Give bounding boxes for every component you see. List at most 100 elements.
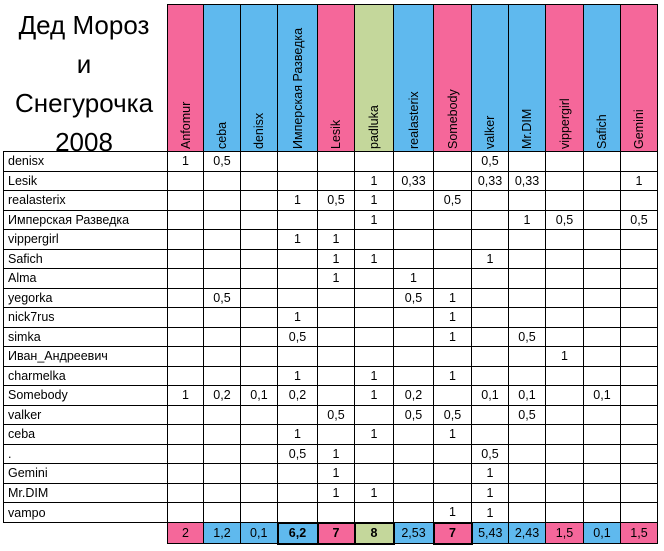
vote-cell: 0,1 bbox=[240, 385, 278, 406]
vote-cell bbox=[277, 151, 318, 172]
vote-cell bbox=[167, 443, 204, 464]
vote-cell bbox=[508, 424, 546, 445]
vote-cell bbox=[433, 268, 472, 289]
vote-cell bbox=[583, 346, 621, 367]
vote-cell bbox=[317, 287, 355, 308]
column-header-label: padluka bbox=[367, 105, 381, 149]
vote-cell bbox=[277, 482, 318, 503]
table-row: nick7rus 1 1 bbox=[3, 307, 658, 328]
vote-cell bbox=[471, 365, 509, 386]
vote-cell: 1 bbox=[433, 326, 472, 347]
vote-cell bbox=[354, 443, 394, 464]
column-header: valker bbox=[471, 4, 509, 152]
column-header: ceba bbox=[203, 4, 241, 152]
vote-cell bbox=[167, 209, 204, 230]
vote-cell bbox=[583, 190, 621, 211]
vote-cell: 1 bbox=[508, 209, 546, 230]
vote-cell bbox=[393, 307, 434, 328]
vote-cell: 1 bbox=[354, 482, 394, 503]
vote-cell bbox=[393, 482, 434, 503]
vote-cell bbox=[583, 229, 621, 250]
vote-cell: 1 bbox=[277, 424, 318, 445]
vote-cell bbox=[508, 443, 546, 464]
vote-cell bbox=[620, 424, 658, 445]
row-name: Иван_Андреевич bbox=[3, 346, 168, 367]
vote-cell bbox=[620, 443, 658, 464]
vote-cell bbox=[277, 287, 318, 308]
vote-cell bbox=[240, 443, 278, 464]
vote-cell bbox=[240, 190, 278, 211]
vote-cell bbox=[545, 326, 584, 347]
column-header-label: Anfomur bbox=[178, 101, 193, 149]
vote-cell: 0,5 bbox=[203, 287, 241, 308]
vote-cell bbox=[203, 365, 241, 386]
column-header-label: Lesik bbox=[329, 119, 343, 149]
row-name: nick7rus bbox=[3, 307, 168, 328]
column-header-label: denisx bbox=[252, 112, 266, 149]
table-row: Имперская Разведка 1 1 0,5 0,5 bbox=[3, 209, 658, 230]
vote-cell bbox=[508, 190, 546, 211]
table-row: simka 0,5 1 0,5 bbox=[3, 326, 658, 347]
vote-cell bbox=[583, 502, 621, 523]
vote-cell bbox=[393, 151, 434, 172]
column-header-label: Safich bbox=[595, 114, 609, 149]
vote-cell: 1 bbox=[471, 482, 509, 503]
vote-cell bbox=[433, 385, 472, 406]
vote-cell bbox=[277, 463, 318, 484]
column-header: Safich bbox=[583, 4, 621, 152]
total-cell: 5,43 bbox=[471, 522, 509, 544]
vote-cell bbox=[620, 463, 658, 484]
vote-cell bbox=[393, 424, 434, 445]
vote-cell: 1 bbox=[354, 424, 394, 445]
vote-cell bbox=[545, 424, 584, 445]
vote-cell bbox=[317, 424, 355, 445]
row-name: Gemini bbox=[3, 463, 168, 484]
vote-cell bbox=[620, 404, 658, 425]
table-row: Somebody 1 0,2 0,1 0,2 1 0,2 0,1 0,1 0,1 bbox=[3, 385, 658, 406]
vote-cell bbox=[433, 209, 472, 230]
title-line: Дед Мороз bbox=[18, 10, 150, 40]
table-row: Safich 1 1 1 bbox=[3, 248, 658, 269]
vote-cell bbox=[393, 346, 434, 367]
vote-cell bbox=[167, 326, 204, 347]
vote-cell bbox=[354, 346, 394, 367]
vote-cell bbox=[167, 307, 204, 328]
vote-cell bbox=[203, 346, 241, 367]
vote-cell: 0,5 bbox=[277, 443, 318, 464]
vote-cell bbox=[583, 443, 621, 464]
vote-cell bbox=[433, 482, 472, 503]
column-header: vippergirl bbox=[545, 4, 584, 152]
vote-cell: 0,2 bbox=[203, 385, 241, 406]
column-header: Lesik bbox=[317, 4, 355, 152]
vote-cell bbox=[545, 287, 584, 308]
vote-cell bbox=[393, 190, 434, 211]
vote-cell bbox=[277, 404, 318, 425]
vote-cell: 1 bbox=[277, 307, 318, 328]
vote-cell bbox=[203, 326, 241, 347]
vote-cell bbox=[203, 307, 241, 328]
vote-cell: 0,5 bbox=[433, 404, 472, 425]
vote-cell bbox=[583, 248, 621, 269]
vote-cell: 1 bbox=[433, 502, 472, 523]
vote-cell bbox=[240, 151, 278, 172]
vote-cell bbox=[620, 229, 658, 250]
vote-cell bbox=[545, 151, 584, 172]
vote-cell bbox=[393, 248, 434, 269]
vote-cell bbox=[508, 307, 546, 328]
vote-cell bbox=[545, 268, 584, 289]
vote-cell: 0,5 bbox=[317, 404, 355, 425]
column-header-label: vippergirl bbox=[557, 98, 572, 149]
vote-cell bbox=[583, 151, 621, 172]
vote-cell bbox=[471, 326, 509, 347]
vote-cell bbox=[433, 151, 472, 172]
row-name: realasterix bbox=[3, 190, 168, 211]
vote-cell bbox=[317, 502, 355, 523]
vote-cell bbox=[167, 287, 204, 308]
vote-cell bbox=[583, 482, 621, 503]
vote-cell bbox=[471, 229, 509, 250]
vote-cell bbox=[393, 209, 434, 230]
vote-cell bbox=[167, 346, 204, 367]
vote-cell bbox=[508, 248, 546, 269]
vote-cell bbox=[203, 482, 241, 503]
vote-cell: 1 bbox=[433, 424, 472, 445]
